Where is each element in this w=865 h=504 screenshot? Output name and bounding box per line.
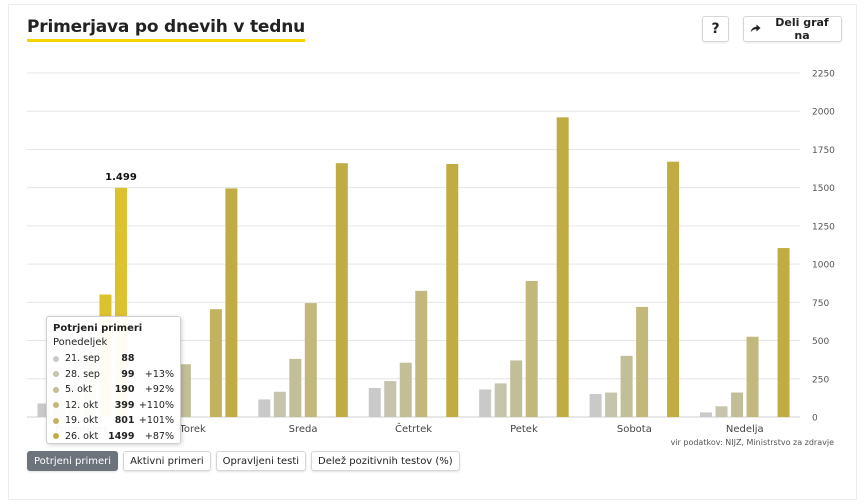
- tooltip-row: 26. okt 1499 +87%: [53, 429, 174, 445]
- bar[interactable]: [777, 248, 790, 417]
- bar[interactable]: [415, 290, 428, 417]
- chart-tooltip: Potrjeni primeri Ponedeljek 21. sep 88 28.…: [46, 316, 181, 444]
- tooltip-series-value: 1499: [108, 430, 135, 442]
- y-tick-label: 1750: [812, 146, 835, 156]
- tooltip-subtitle: Ponedeljek: [53, 337, 108, 348]
- y-tick-label: 0: [812, 414, 818, 424]
- bar[interactable]: [494, 383, 507, 417]
- tooltip-series-change: +101%: [138, 415, 174, 427]
- bar[interactable]: [258, 399, 271, 417]
- tooltip-rows: 21. sep 88 28. sep 99 +13% 5. okt 190 +92% 12. o…: [53, 351, 174, 444]
- bar[interactable]: [368, 387, 381, 417]
- tooltip-series-dot: [53, 402, 59, 409]
- bar[interactable]: [289, 358, 302, 417]
- tooltip-series-value: 190: [114, 384, 135, 396]
- bar[interactable]: [335, 163, 348, 417]
- y-tick-label: 500: [812, 337, 829, 347]
- tooltip-row: 5. okt 190 +92%: [53, 382, 174, 398]
- share-icon: [750, 24, 761, 34]
- tooltip-title: Potrjeni primeri: [53, 323, 143, 334]
- tooltip-series-date: 5. okt: [65, 384, 93, 396]
- bar[interactable]: [525, 280, 538, 417]
- bar[interactable]: [620, 355, 633, 417]
- tooltip-series-date: 12. okt: [65, 399, 99, 411]
- tooltip-row: 21. sep 88: [53, 351, 174, 367]
- x-tick-label: Četrtek: [395, 422, 432, 435]
- bar[interactable]: [746, 336, 759, 417]
- tooltip-series-change: +110%: [138, 399, 174, 411]
- bar[interactable]: [700, 412, 713, 417]
- tooltip-series-dot: [53, 371, 59, 378]
- tooltip-series-dot: [53, 355, 59, 362]
- bar[interactable]: [225, 188, 238, 417]
- y-tick-label: 2250: [812, 70, 835, 80]
- tab-potrjeni-primeri[interactable]: Potrjeni primeri: [27, 451, 119, 471]
- bar[interactable]: [589, 394, 602, 417]
- y-tick-label: 1500: [812, 184, 835, 194]
- bar[interactable]: [273, 391, 286, 417]
- share-button-label: Deli graf na: [775, 16, 829, 42]
- tooltip-series-dot: [53, 386, 59, 393]
- bar[interactable]: [399, 362, 412, 417]
- tooltip-row: 28. sep 99 +13%: [53, 367, 174, 383]
- bar-data-label: 1.499: [105, 172, 137, 183]
- share-button[interactable]: Deli graf na: [743, 16, 842, 42]
- tab-opravljeni-testi[interactable]: Opravljeni testi: [215, 451, 307, 471]
- chart-title: Primerjava po dnevih v tednu: [27, 17, 305, 42]
- tooltip-series-value: 801: [114, 415, 135, 427]
- x-tick-label: Sobota: [617, 424, 652, 435]
- tooltip-row: 19. okt 801 +101%: [53, 413, 174, 429]
- tab-delez-pozitivnih[interactable]: Delež pozitivnih testov (%): [311, 451, 460, 471]
- metric-tabs: Potrjeni primeri Aktivni primeri Opravlj…: [27, 451, 460, 471]
- bar[interactable]: [605, 392, 618, 417]
- x-tick-label: Petek: [510, 424, 538, 435]
- tooltip-series-change: +13%: [144, 368, 174, 380]
- tooltip-row: 12. okt 399 +110%: [53, 398, 174, 414]
- tooltip-series-change: +87%: [144, 430, 174, 442]
- tooltip-series-date: 28. sep: [65, 368, 100, 380]
- y-tick-label: 1000: [812, 261, 835, 271]
- y-tick-label: 2000: [812, 108, 835, 118]
- bar[interactable]: [667, 161, 680, 417]
- tooltip-series-date: 21. sep: [65, 353, 100, 365]
- tooltip-series-date: 19. okt: [65, 415, 99, 427]
- x-tick-label: Sreda: [289, 424, 318, 435]
- bar[interactable]: [384, 381, 397, 417]
- tooltip-series-value: 99: [121, 368, 135, 380]
- bar[interactable]: [446, 163, 459, 417]
- bar[interactable]: [304, 303, 317, 417]
- data-source-note: vir podatkov: NIJZ, Ministrstvo za zdrav…: [670, 438, 834, 447]
- bar[interactable]: [556, 117, 569, 418]
- bar[interactable]: [178, 364, 191, 417]
- tooltip-series-value: 399: [114, 399, 135, 411]
- bar[interactable]: [209, 309, 222, 417]
- help-button[interactable]: ?: [702, 16, 729, 42]
- y-tick-label: 250: [812, 375, 829, 385]
- bar[interactable]: [479, 389, 492, 417]
- bar[interactable]: [715, 406, 728, 417]
- bar[interactable]: [731, 392, 744, 417]
- tooltip-series-dot: [53, 417, 59, 424]
- x-tick-label: Nedelja: [726, 424, 764, 435]
- tab-aktivni-primeri[interactable]: Aktivni primeri: [123, 451, 211, 471]
- y-tick-label: 750: [812, 299, 829, 309]
- bar[interactable]: [636, 306, 649, 417]
- bar[interactable]: [510, 360, 523, 417]
- tooltip-series-dot: [53, 433, 59, 440]
- tooltip-series-change: +92%: [144, 384, 174, 396]
- y-tick-label: 1250: [812, 222, 835, 232]
- tooltip-series-date: 26. okt: [65, 430, 99, 442]
- tooltip-series-value: 88: [121, 353, 135, 365]
- x-tick-label: Torek: [178, 424, 206, 435]
